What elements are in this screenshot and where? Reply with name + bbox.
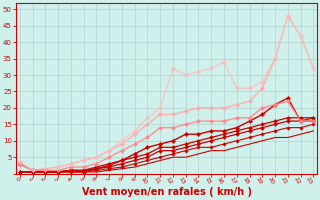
X-axis label: Vent moyen/en rafales ( km/h ): Vent moyen/en rafales ( km/h ) (82, 187, 252, 197)
